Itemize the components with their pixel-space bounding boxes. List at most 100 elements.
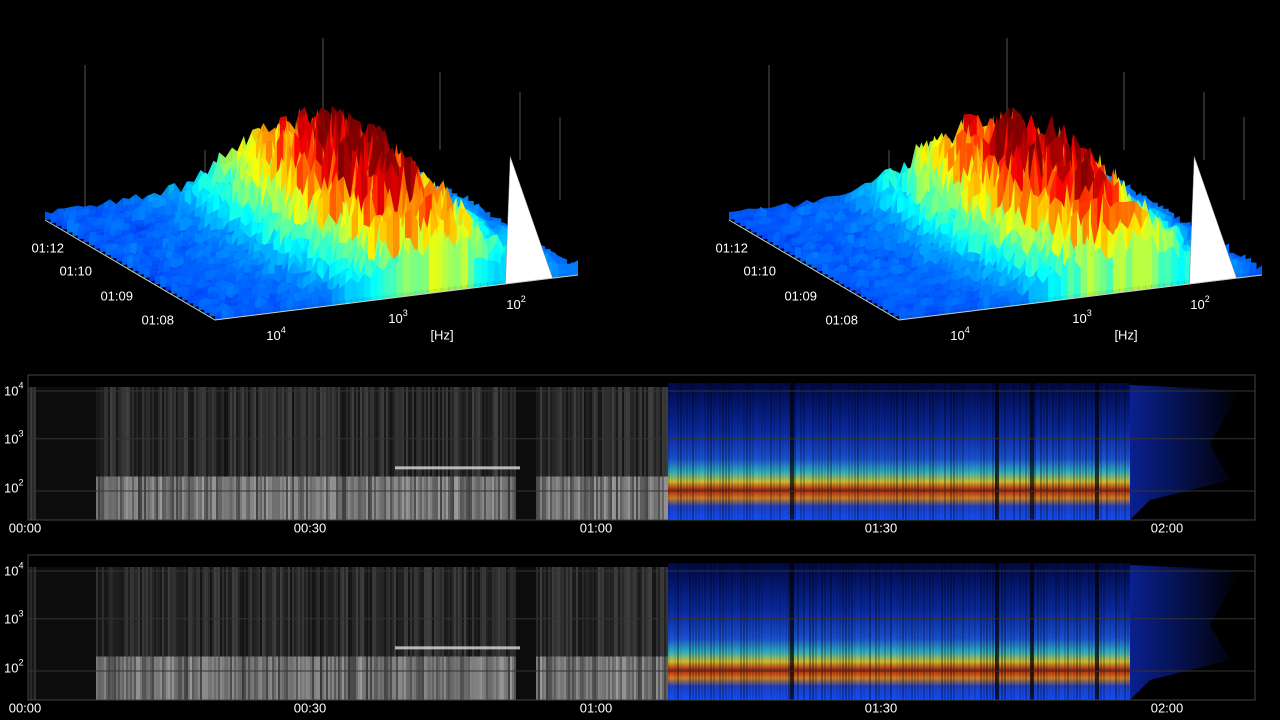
gray-streak bbox=[452, 567, 454, 700]
surface-facet bbox=[396, 245, 403, 298]
gray-streak bbox=[240, 387, 242, 520]
gray-band bbox=[408, 656, 410, 700]
gray-streak bbox=[550, 567, 552, 700]
gray-streak bbox=[216, 387, 218, 520]
dark-streak bbox=[1109, 383, 1111, 520]
gray-streak bbox=[306, 567, 308, 700]
gray-streak bbox=[366, 567, 368, 700]
gray-streak bbox=[564, 567, 566, 700]
gray-streak bbox=[442, 387, 444, 520]
gray-band bbox=[160, 476, 162, 520]
surface-facet bbox=[838, 273, 846, 285]
gray-streak bbox=[70, 387, 72, 520]
dark-streak bbox=[794, 383, 796, 520]
surface-facet bbox=[461, 236, 468, 290]
surface-facet bbox=[1054, 270, 1062, 301]
gray-band bbox=[358, 476, 360, 520]
gray-band bbox=[418, 476, 420, 520]
gap bbox=[1095, 383, 1099, 520]
gray-streak bbox=[310, 567, 312, 700]
surface-facet bbox=[1171, 246, 1178, 287]
gray-streak bbox=[500, 387, 502, 520]
gray-streak bbox=[268, 567, 270, 700]
gray-streak bbox=[604, 567, 606, 700]
gray-streak bbox=[426, 567, 428, 700]
surface-facet bbox=[50, 212, 57, 224]
gray-band bbox=[430, 656, 432, 700]
gray-streak bbox=[84, 567, 86, 700]
dark-streak bbox=[1100, 383, 1102, 520]
gray-streak bbox=[318, 567, 320, 700]
gray-band bbox=[638, 656, 640, 700]
gray-band bbox=[256, 656, 258, 700]
gray-band bbox=[264, 476, 266, 520]
gray-band bbox=[300, 476, 302, 520]
gray-streak bbox=[468, 387, 470, 520]
gray-band bbox=[654, 656, 656, 700]
gray-streak bbox=[444, 387, 446, 520]
gray-band bbox=[178, 476, 180, 520]
surface-facet bbox=[127, 254, 134, 269]
gray-streak bbox=[86, 387, 88, 520]
gray-band bbox=[448, 476, 450, 520]
gray-streak bbox=[356, 567, 358, 700]
tick-base: 10 bbox=[950, 328, 964, 343]
surface-facet bbox=[911, 305, 919, 319]
gray-streak bbox=[440, 567, 442, 700]
gray-streak bbox=[50, 387, 52, 520]
gray-band bbox=[138, 656, 140, 700]
surface-facet bbox=[1015, 289, 1023, 306]
gray-streak bbox=[464, 567, 466, 700]
gray-streak bbox=[362, 387, 364, 520]
gray-streak bbox=[384, 567, 386, 700]
gray-band bbox=[108, 476, 110, 520]
surface-facet bbox=[1061, 257, 1068, 300]
gray-streak bbox=[530, 567, 532, 700]
surface-facet bbox=[240, 306, 248, 317]
gray-band bbox=[656, 476, 658, 520]
gray-streak bbox=[126, 567, 128, 700]
dark-streak bbox=[1022, 383, 1024, 520]
gray-band bbox=[594, 476, 596, 520]
gray-streak bbox=[250, 567, 252, 700]
gray-streak bbox=[170, 387, 172, 520]
gray-streak bbox=[252, 387, 254, 520]
gray-streak bbox=[418, 567, 420, 700]
gray-streak bbox=[438, 567, 440, 700]
gray-streak bbox=[504, 387, 506, 520]
gray-streak bbox=[448, 567, 450, 700]
gray-band bbox=[510, 656, 512, 700]
gray-streak bbox=[602, 387, 604, 520]
gray-band bbox=[194, 656, 196, 700]
surface-facet bbox=[1138, 233, 1146, 291]
dark-streak bbox=[1079, 383, 1081, 520]
gray-streak bbox=[294, 387, 296, 520]
gray-streak bbox=[44, 387, 46, 520]
surface-facet bbox=[1242, 265, 1250, 278]
gray-band bbox=[130, 476, 132, 520]
dark-streak bbox=[758, 383, 760, 520]
gray-streak bbox=[156, 387, 158, 520]
surface-facet bbox=[1099, 246, 1107, 296]
gray-streak bbox=[220, 567, 222, 700]
gray-streak bbox=[288, 387, 290, 520]
surface-facet bbox=[370, 265, 378, 301]
gray-band bbox=[646, 476, 648, 520]
dark-streak bbox=[710, 383, 712, 520]
gray-streak bbox=[536, 567, 538, 700]
gray-band bbox=[428, 656, 430, 700]
gray-band bbox=[484, 656, 486, 700]
gray-streak bbox=[114, 567, 116, 700]
gray-streak bbox=[136, 387, 138, 520]
gray-band bbox=[480, 476, 482, 520]
time-label: 00:00 bbox=[9, 520, 42, 535]
gray-band bbox=[358, 656, 360, 700]
gray-streak bbox=[196, 387, 198, 520]
gray-band bbox=[376, 476, 378, 520]
gray-streak bbox=[100, 387, 102, 520]
gray-streak bbox=[188, 567, 190, 700]
gray-streak bbox=[140, 387, 142, 520]
gray-band bbox=[604, 476, 606, 520]
gray-streak bbox=[140, 567, 142, 700]
surface-facet bbox=[855, 285, 862, 295]
